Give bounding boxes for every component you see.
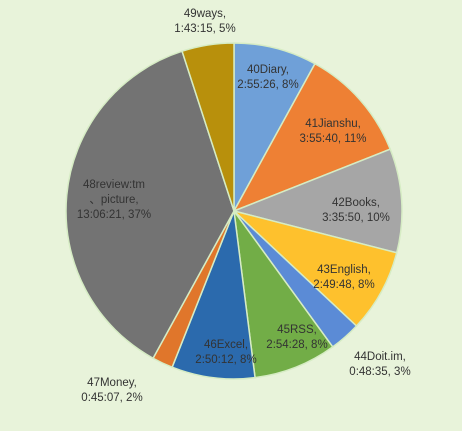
data-label-43english: 43English, 2:49:48, 8% <box>313 264 374 291</box>
pie-slice-48review-tm-picture <box>65 50 235 360</box>
data-label-40diary: 40Diary, 2:55:26, 8% <box>237 64 298 91</box>
data-label-48review-tm-picture: 48review:tm 、picture, 13:06:21, 37% <box>77 179 151 221</box>
data-label-41jianshu: 41Jianshu, 3:55:40, 11% <box>300 118 367 145</box>
pie-slice-42books <box>231 148 403 254</box>
data-label-49ways: 49ways, 1:43:15, 5% <box>174 8 235 35</box>
data-label-44doit-im: 44Doit.im, 0:48:35, 3% <box>349 351 410 378</box>
data-label-45rss: 45RSS, 2:54:28, 8% <box>266 324 327 351</box>
pie-slice-49ways <box>181 42 235 212</box>
data-label-46excel: 46Excel, 2:50:12, 8% <box>195 339 256 366</box>
data-label-47money: 47Money, 0:45:07, 2% <box>81 377 142 404</box>
data-label-42books: 42Books, 3:35:50, 10% <box>322 197 390 224</box>
pie-slice-41jianshu <box>232 62 392 213</box>
